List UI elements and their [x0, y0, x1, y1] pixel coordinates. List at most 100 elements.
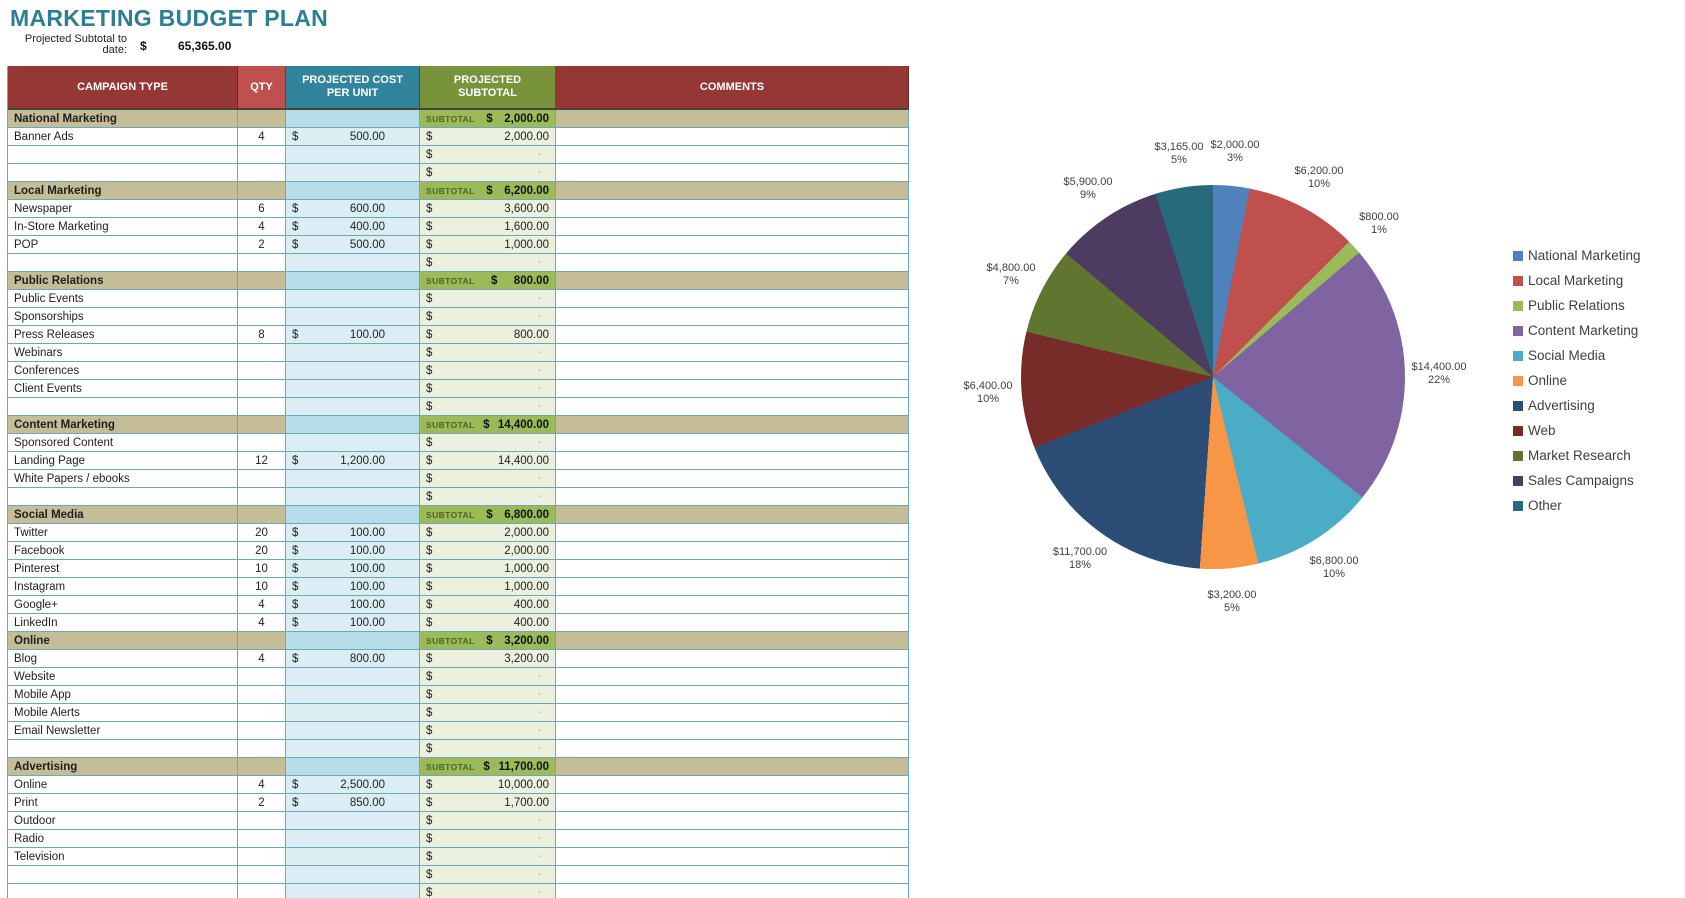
- qty-cell[interactable]: [238, 362, 286, 380]
- campaign-cell[interactable]: Pinterest: [8, 560, 238, 578]
- campaign-cell[interactable]: Newspaper: [8, 200, 238, 218]
- cost-per-unit-cell[interactable]: [286, 146, 420, 164]
- comments-cell[interactable]: [556, 344, 909, 362]
- section-subtotal-cell[interactable]: SUBTOTAL $11,700.00: [420, 758, 556, 776]
- campaign-cell[interactable]: Facebook: [8, 542, 238, 560]
- section-name-cell[interactable]: Social Media: [8, 506, 238, 524]
- subtotal-cell[interactable]: $1,000.00: [420, 578, 556, 596]
- campaign-cell[interactable]: [8, 884, 238, 898]
- projected-subtotal-currency-cell[interactable]: $: [140, 39, 147, 53]
- subtotal-cell[interactable]: $10,000.00: [420, 776, 556, 794]
- section-subtotal-cell[interactable]: SUBTOTAL $6,800.00: [420, 506, 556, 524]
- comments-cell[interactable]: [556, 884, 909, 898]
- legend-item[interactable]: Local Marketing: [1513, 268, 1641, 293]
- cost-per-unit-cell[interactable]: $100.00: [286, 560, 420, 578]
- legend-item[interactable]: Online: [1513, 368, 1641, 393]
- cost-per-unit-cell[interactable]: $500.00: [286, 236, 420, 254]
- cost-per-unit-cell[interactable]: [286, 470, 420, 488]
- section-qty-cell[interactable]: [238, 416, 286, 434]
- qty-cell[interactable]: [238, 290, 286, 308]
- comments-cell[interactable]: [556, 740, 909, 758]
- comments-cell[interactable]: [556, 470, 909, 488]
- subtotal-cell[interactable]: $14,400.00: [420, 452, 556, 470]
- comments-cell[interactable]: [556, 848, 909, 866]
- comments-cell[interactable]: [556, 434, 909, 452]
- section-comments-cell[interactable]: [556, 110, 909, 128]
- section-qty-cell[interactable]: [238, 182, 286, 200]
- section-name-cell[interactable]: Local Marketing: [8, 182, 238, 200]
- qty-cell[interactable]: 20: [238, 542, 286, 560]
- cost-per-unit-cell[interactable]: [286, 362, 420, 380]
- section-comments-cell[interactable]: [556, 182, 909, 200]
- subtotal-cell[interactable]: $ -: [420, 146, 556, 164]
- qty-cell[interactable]: 10: [238, 578, 286, 596]
- subtotal-cell[interactable]: $ -: [420, 308, 556, 326]
- comments-cell[interactable]: [556, 542, 909, 560]
- qty-cell[interactable]: 8: [238, 326, 286, 344]
- subtotal-cell[interactable]: $2,000.00: [420, 542, 556, 560]
- section-cost-cell[interactable]: [286, 110, 420, 128]
- cost-per-unit-cell[interactable]: [286, 380, 420, 398]
- qty-cell[interactable]: [238, 146, 286, 164]
- cost-per-unit-cell[interactable]: [286, 398, 420, 416]
- campaign-cell[interactable]: Twitter: [8, 524, 238, 542]
- section-qty-cell[interactable]: [238, 758, 286, 776]
- cost-per-unit-cell[interactable]: [286, 884, 420, 898]
- campaign-cell[interactable]: Sponsored Content: [8, 434, 238, 452]
- comments-cell[interactable]: [556, 812, 909, 830]
- budget-pie-chart[interactable]: [1021, 185, 1405, 569]
- qty-cell[interactable]: [238, 866, 286, 884]
- cost-per-unit-cell[interactable]: [286, 344, 420, 362]
- header-qty[interactable]: QTY: [238, 66, 286, 108]
- comments-cell[interactable]: [556, 650, 909, 668]
- subtotal-cell[interactable]: $ -: [420, 434, 556, 452]
- qty-cell[interactable]: [238, 686, 286, 704]
- subtotal-cell[interactable]: $ -: [420, 722, 556, 740]
- subtotal-cell[interactable]: $400.00: [420, 596, 556, 614]
- section-subtotal-cell[interactable]: SUBTOTAL $800.00: [420, 272, 556, 290]
- qty-cell[interactable]: [238, 722, 286, 740]
- section-qty-cell[interactable]: [238, 506, 286, 524]
- qty-cell[interactable]: [238, 488, 286, 506]
- cost-per-unit-cell[interactable]: [286, 488, 420, 506]
- section-qty-cell[interactable]: [238, 632, 286, 650]
- campaign-cell[interactable]: Website: [8, 668, 238, 686]
- comments-cell[interactable]: [556, 380, 909, 398]
- subtotal-cell[interactable]: $ -: [420, 290, 556, 308]
- campaign-cell[interactable]: Blog: [8, 650, 238, 668]
- section-qty-cell[interactable]: [238, 272, 286, 290]
- qty-cell[interactable]: [238, 380, 286, 398]
- qty-cell[interactable]: 4: [238, 614, 286, 632]
- subtotal-cell[interactable]: $2,000.00: [420, 128, 556, 146]
- subtotal-cell[interactable]: $3,600.00: [420, 200, 556, 218]
- comments-cell[interactable]: [556, 578, 909, 596]
- legend-item[interactable]: Social Media: [1513, 343, 1641, 368]
- projected-subtotal-value-cell[interactable]: 65,365.00: [178, 39, 232, 53]
- campaign-cell[interactable]: Email Newsletter: [8, 722, 238, 740]
- cost-per-unit-cell[interactable]: $100.00: [286, 524, 420, 542]
- campaign-cell[interactable]: Press Releases: [8, 326, 238, 344]
- section-name-cell[interactable]: Content Marketing: [8, 416, 238, 434]
- comments-cell[interactable]: [556, 308, 909, 326]
- campaign-cell[interactable]: [8, 740, 238, 758]
- header-projected-subtotal[interactable]: PROJECTED SUBTOTAL: [420, 66, 556, 108]
- section-comments-cell[interactable]: [556, 416, 909, 434]
- cost-per-unit-cell[interactable]: $400.00: [286, 218, 420, 236]
- comments-cell[interactable]: [556, 200, 909, 218]
- qty-cell[interactable]: 2: [238, 794, 286, 812]
- cost-per-unit-cell[interactable]: [286, 704, 420, 722]
- qty-cell[interactable]: 2: [238, 236, 286, 254]
- subtotal-cell[interactable]: $1,000.00: [420, 236, 556, 254]
- campaign-cell[interactable]: Online: [8, 776, 238, 794]
- subtotal-cell[interactable]: $ -: [420, 362, 556, 380]
- comments-cell[interactable]: [556, 398, 909, 416]
- cost-per-unit-cell[interactable]: [286, 722, 420, 740]
- section-comments-cell[interactable]: [556, 758, 909, 776]
- comments-cell[interactable]: [556, 488, 909, 506]
- qty-cell[interactable]: [238, 884, 286, 898]
- campaign-cell[interactable]: White Papers / ebooks: [8, 470, 238, 488]
- comments-cell[interactable]: [556, 596, 909, 614]
- section-name-cell[interactable]: National Marketing: [8, 110, 238, 128]
- campaign-cell[interactable]: Television: [8, 848, 238, 866]
- section-cost-cell[interactable]: [286, 416, 420, 434]
